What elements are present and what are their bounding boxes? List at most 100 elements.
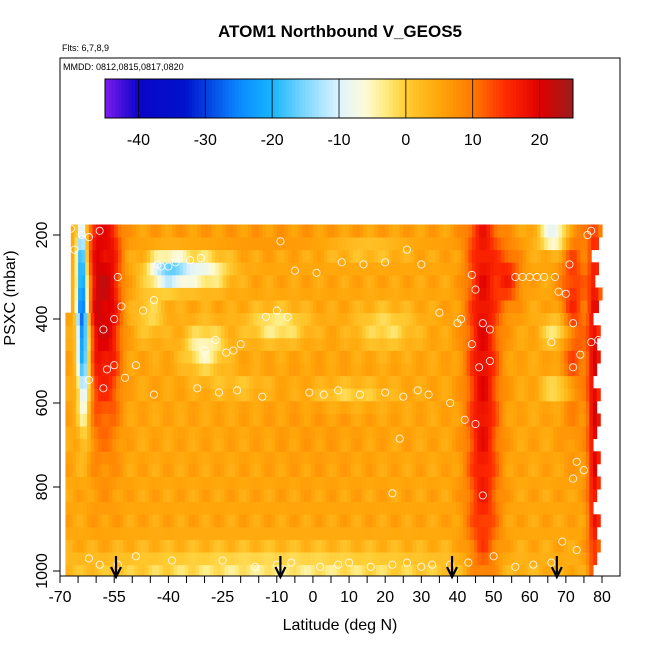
heatmap-cell xyxy=(488,438,493,452)
heatmap-cell xyxy=(155,426,160,440)
heatmap-cell xyxy=(211,287,216,301)
heatmap-cell xyxy=(589,463,594,477)
heatmap-cell xyxy=(502,539,507,553)
heatmap-cell xyxy=(368,526,374,540)
heatmap-cell xyxy=(247,300,253,314)
heatmap-cell xyxy=(170,451,175,465)
heatmap-cell xyxy=(101,325,106,339)
profile-point xyxy=(214,388,224,397)
heatmap-cell xyxy=(480,363,486,377)
heatmap-cell xyxy=(264,375,269,389)
heatmap-cell xyxy=(444,400,450,414)
heatmap-cell xyxy=(191,363,197,377)
heatmap-cell xyxy=(97,388,103,402)
heatmap-cell xyxy=(388,287,394,301)
heatmap-cell xyxy=(506,539,511,553)
heatmap-cell xyxy=(70,249,76,263)
heatmap-cell xyxy=(540,274,545,288)
heatmap-cell xyxy=(83,564,88,576)
heatmap-cell xyxy=(217,514,222,528)
heatmap-cell xyxy=(148,325,153,339)
heatmap-cell xyxy=(448,337,453,351)
heatmap-cell xyxy=(264,451,269,465)
heatmap-cell xyxy=(383,400,388,414)
heatmap-cell xyxy=(329,564,334,576)
heatmap-cell xyxy=(92,274,97,288)
heatmap-cell xyxy=(273,224,278,238)
heatmap-cell xyxy=(567,451,572,465)
heatmap-cell xyxy=(585,489,590,503)
heatmap-cell xyxy=(323,300,328,314)
heatmap-cell xyxy=(155,514,160,528)
heatmap-cell xyxy=(182,274,188,288)
heatmap-cell xyxy=(325,451,330,465)
heatmap-cell xyxy=(555,249,560,263)
heatmap-cell xyxy=(589,451,594,465)
heatmap-cell xyxy=(200,300,206,314)
heatmap-cell xyxy=(88,237,94,251)
heatmap-cell xyxy=(589,375,594,389)
heatmap-cell xyxy=(403,249,408,263)
heatmap-cell xyxy=(578,312,583,326)
heatmap-cell xyxy=(278,388,283,402)
heatmap-cell xyxy=(441,463,446,477)
heatmap-cell xyxy=(473,476,478,490)
heatmap-cell xyxy=(79,514,85,528)
heatmap-cell xyxy=(193,224,198,238)
heatmap-cell xyxy=(72,514,77,528)
heatmap-cell xyxy=(218,287,224,301)
heatmap-cell xyxy=(312,274,318,288)
heatmap-cell xyxy=(162,514,168,528)
heatmap-cell xyxy=(69,363,74,377)
heatmap-cell xyxy=(468,274,473,288)
heatmap-cell xyxy=(256,476,262,490)
heatmap-cell xyxy=(479,274,484,288)
heatmap-cell xyxy=(571,388,576,402)
heatmap-cell xyxy=(415,501,421,515)
heatmap-cell xyxy=(116,526,121,540)
heatmap-cell xyxy=(246,413,251,427)
heatmap-cell xyxy=(423,426,428,440)
heatmap-cell xyxy=(517,375,522,389)
heatmap-cell xyxy=(423,438,428,452)
heatmap-cell xyxy=(574,337,580,351)
heatmap-cell xyxy=(260,501,265,515)
heatmap-cell xyxy=(191,312,197,326)
profile-point xyxy=(200,346,209,355)
heatmap-cell xyxy=(217,564,222,576)
heatmap-cell xyxy=(582,438,587,452)
heatmap-cell xyxy=(130,451,135,465)
heatmap-cell xyxy=(376,388,381,402)
heatmap-cell xyxy=(358,463,363,477)
heatmap-cell xyxy=(508,262,513,276)
heatmap-cell xyxy=(495,539,500,553)
heatmap-cell xyxy=(175,224,180,238)
heatmap-cell xyxy=(152,451,157,465)
profile-point xyxy=(233,386,242,395)
heatmap-cell xyxy=(164,287,169,301)
colorbar-swatch xyxy=(265,79,270,118)
heatmap-cell xyxy=(274,501,280,515)
heatmap-cell xyxy=(235,438,240,452)
heatmap-cell xyxy=(515,224,520,238)
heatmap-cell xyxy=(224,489,229,503)
heatmap-cell xyxy=(444,312,450,326)
heatmap-cell xyxy=(433,501,439,515)
heatmap-cell xyxy=(495,526,500,540)
heatmap-cell xyxy=(332,501,338,515)
heatmap-cell xyxy=(506,312,511,326)
heatmap-cell xyxy=(271,350,276,364)
heatmap-cell xyxy=(260,451,265,465)
heatmap-cell xyxy=(336,375,341,389)
heatmap-cell xyxy=(372,388,377,402)
heatmap-cell xyxy=(191,463,197,477)
heatmap-cell xyxy=(153,262,159,276)
heatmap-cell xyxy=(448,438,453,452)
heatmap-cell xyxy=(83,312,88,326)
heatmap-cell xyxy=(506,337,511,351)
heatmap-cell xyxy=(296,375,301,389)
heatmap-cell xyxy=(573,237,578,251)
heatmap-cell xyxy=(228,363,233,377)
heatmap-cell xyxy=(224,463,229,477)
heatmap-cell xyxy=(172,300,177,314)
